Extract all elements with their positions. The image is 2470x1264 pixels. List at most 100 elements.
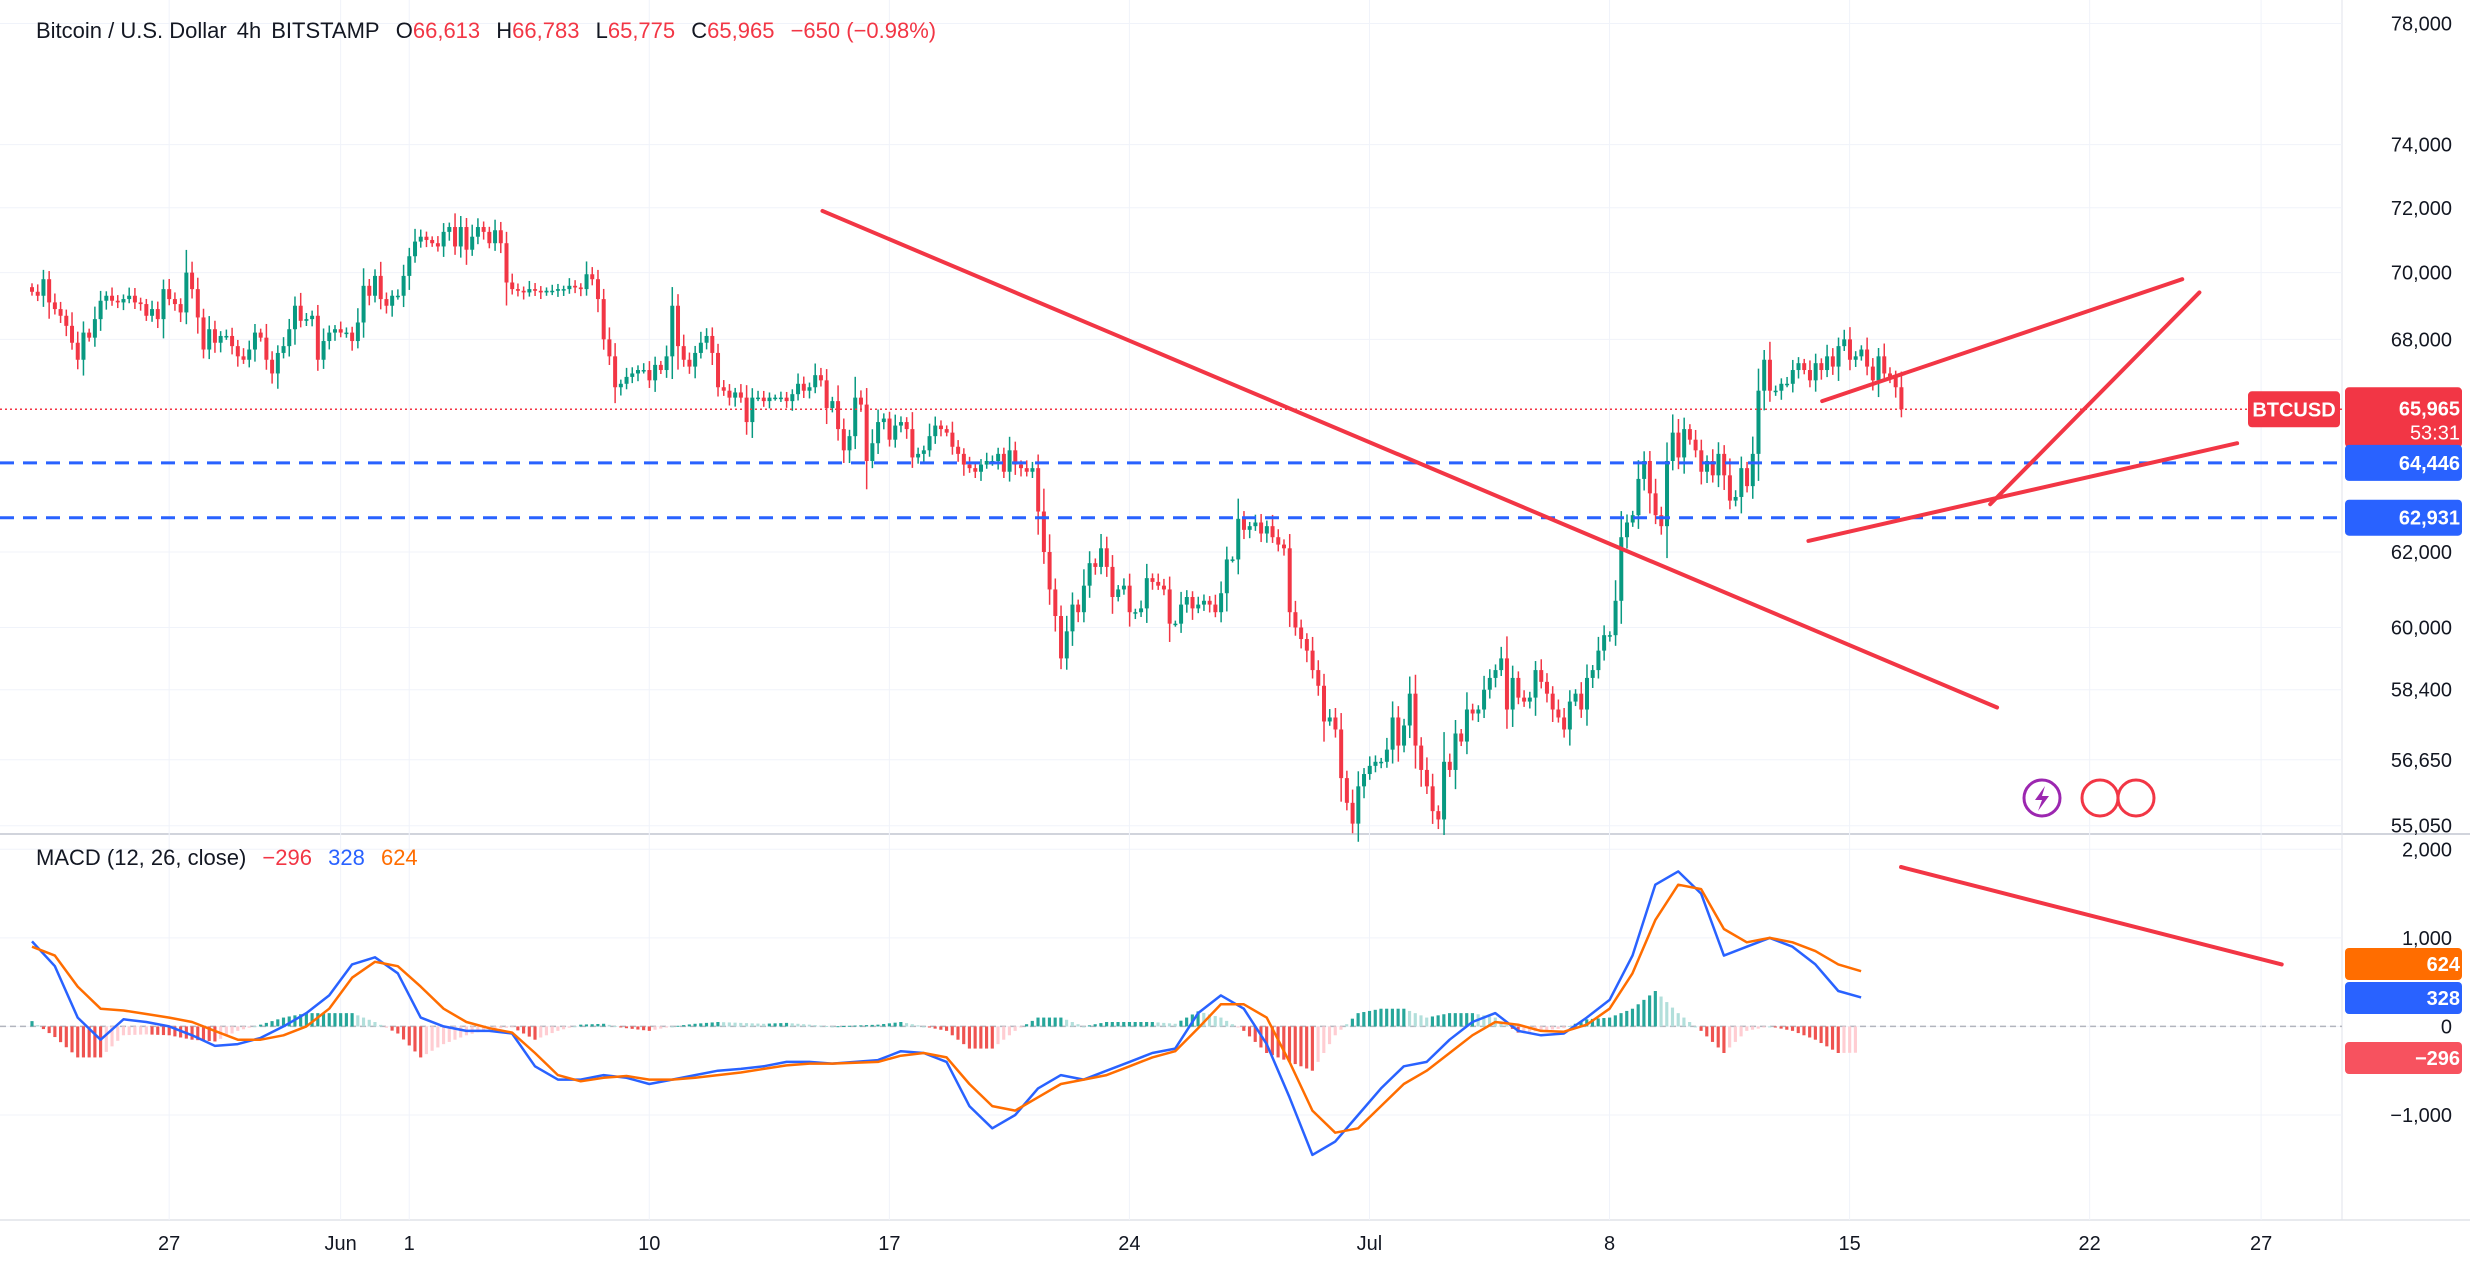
candle bbox=[1190, 591, 1195, 620]
candle bbox=[1847, 327, 1852, 371]
macd-histogram-value: −296 bbox=[262, 845, 312, 870]
histogram-bar bbox=[1013, 1026, 1017, 1031]
candle-body bbox=[190, 272, 195, 290]
candle bbox=[750, 388, 755, 438]
candle-body bbox=[201, 317, 206, 350]
last-price-tag: 65,965 bbox=[2399, 398, 2460, 420]
trendline[interactable] bbox=[1988, 290, 2202, 507]
macd-divergence-trendline[interactable] bbox=[1899, 865, 2284, 967]
candle bbox=[121, 294, 126, 311]
candle-body bbox=[1727, 475, 1732, 501]
histogram-bar bbox=[1819, 1026, 1823, 1044]
candle bbox=[1533, 661, 1538, 716]
histogram-bar bbox=[1099, 1023, 1103, 1027]
trendline[interactable] bbox=[1806, 441, 2240, 543]
histogram-bar bbox=[1150, 1022, 1154, 1027]
histogram-bar bbox=[1350, 1018, 1354, 1027]
candle-body bbox=[92, 319, 97, 338]
candle bbox=[595, 269, 600, 313]
histogram-bar bbox=[550, 1026, 554, 1034]
low-value: L65,775 bbox=[595, 18, 676, 43]
candle bbox=[550, 284, 555, 296]
candle-body bbox=[1767, 359, 1772, 391]
histogram-bar bbox=[1488, 1016, 1492, 1027]
candle bbox=[761, 390, 766, 407]
histogram-bar bbox=[481, 1026, 486, 1031]
histogram-bar bbox=[1327, 1026, 1332, 1045]
histogram-bar bbox=[1373, 1009, 1377, 1027]
candle bbox=[933, 416, 938, 444]
histogram-bar bbox=[876, 1024, 880, 1027]
histogram-bar bbox=[1465, 1013, 1469, 1027]
candle bbox=[1241, 511, 1246, 540]
candle bbox=[1504, 636, 1509, 729]
candle-body bbox=[1847, 339, 1852, 360]
symbol-legend[interactable]: Bitcoin / U.S. Dollar 4h BITSTAMP O66,613 … bbox=[36, 18, 946, 44]
candle-body bbox=[607, 339, 612, 357]
histogram-bar bbox=[1585, 1019, 1589, 1027]
ticker-tag-bg bbox=[2248, 391, 2340, 428]
histogram-bar bbox=[1173, 1023, 1177, 1027]
candle bbox=[630, 367, 635, 384]
histogram-bar bbox=[390, 1026, 394, 1031]
histogram-bar bbox=[676, 1025, 680, 1027]
macd-legend[interactable]: MACD (12, 26, close) −296 328 624 bbox=[36, 845, 428, 871]
histogram-bar bbox=[367, 1019, 371, 1027]
candle-body bbox=[1322, 685, 1327, 722]
histogram-bar bbox=[36, 1025, 40, 1027]
candle-body bbox=[967, 464, 972, 469]
candle-body bbox=[1659, 515, 1664, 527]
histogram-bar bbox=[1385, 1008, 1389, 1027]
us-flag-icon[interactable] bbox=[2116, 778, 2156, 818]
candle-body bbox=[1121, 585, 1126, 590]
candle bbox=[178, 298, 183, 323]
histogram-bar bbox=[739, 1022, 743, 1027]
candle bbox=[1836, 337, 1841, 381]
candle-body bbox=[1459, 733, 1464, 742]
histogram-bar bbox=[116, 1026, 120, 1041]
histogram-bar bbox=[253, 1026, 257, 1028]
candle-body bbox=[1693, 439, 1698, 451]
time-tick-label: 27 bbox=[158, 1233, 180, 1255]
candle bbox=[607, 327, 612, 366]
histogram-bar bbox=[1796, 1026, 1800, 1034]
symbol-interval: 4h bbox=[236, 18, 262, 43]
candle bbox=[1750, 436, 1755, 499]
us-flag-icon[interactable] bbox=[2080, 778, 2120, 818]
candle bbox=[395, 289, 400, 300]
candle-body bbox=[1007, 450, 1012, 472]
horizontal-levels[interactable] bbox=[0, 408, 2342, 520]
histogram-bar bbox=[1693, 1026, 1697, 1028]
candle bbox=[618, 379, 623, 396]
histogram-bar bbox=[567, 1026, 571, 1028]
candle bbox=[281, 337, 286, 359]
candle bbox=[504, 231, 509, 306]
candle bbox=[1436, 805, 1441, 830]
candle bbox=[544, 287, 549, 296]
histogram-bar bbox=[1185, 1017, 1189, 1027]
candle-body bbox=[1630, 515, 1635, 523]
candle-body bbox=[1093, 563, 1098, 567]
candle-body bbox=[75, 342, 80, 360]
trendline[interactable] bbox=[1820, 277, 2185, 404]
candle-body bbox=[1396, 717, 1401, 746]
trendline[interactable] bbox=[820, 208, 2000, 710]
histogram-bar bbox=[967, 1026, 971, 1049]
histogram-bar bbox=[1539, 1026, 1543, 1031]
candle bbox=[756, 390, 761, 402]
candle bbox=[1247, 521, 1252, 539]
histogram-bar bbox=[430, 1026, 434, 1051]
candle bbox=[201, 308, 206, 359]
event-badges[interactable] bbox=[2022, 778, 2156, 818]
candle bbox=[561, 285, 566, 296]
candle-body bbox=[1207, 600, 1212, 605]
candle-body bbox=[1241, 518, 1246, 530]
histogram-bar bbox=[1505, 1025, 1509, 1027]
histogram-bar bbox=[1459, 1013, 1463, 1027]
trendlines[interactable] bbox=[820, 208, 2240, 710]
candle-body bbox=[790, 394, 795, 402]
candle-body bbox=[1276, 537, 1281, 545]
candle bbox=[538, 286, 543, 300]
